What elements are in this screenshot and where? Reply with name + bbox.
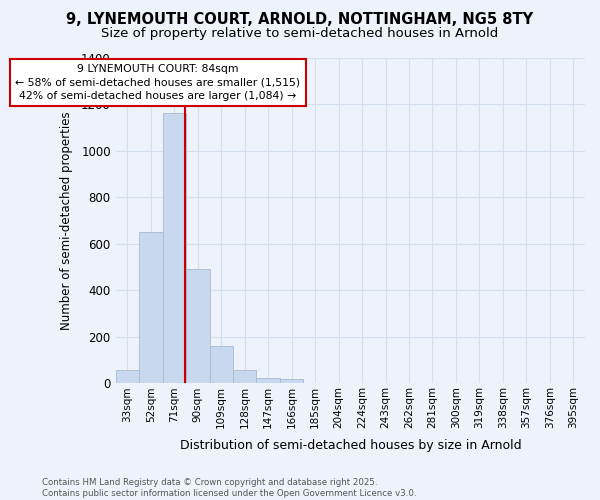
Bar (186, 270, 209, 384)
Y-axis label: Number of semi-detached properties: Number of semi-detached properties (60, 111, 73, 330)
Bar (163, 114, 186, 384)
Bar (233, 370, 256, 384)
Bar (256, 378, 280, 384)
Bar (280, 379, 304, 384)
Text: Size of property relative to semi-detached houses in Arnold: Size of property relative to semi-detach… (101, 28, 499, 40)
Bar (139, 232, 163, 384)
Bar (209, 346, 233, 384)
Text: Contains HM Land Registry data © Crown copyright and database right 2025.
Contai: Contains HM Land Registry data © Crown c… (42, 478, 416, 498)
Bar (116, 370, 139, 384)
X-axis label: Distribution of semi-detached houses by size in Arnold: Distribution of semi-detached houses by … (179, 440, 521, 452)
Text: 9, LYNEMOUTH COURT, ARNOLD, NOTTINGHAM, NG5 8TY: 9, LYNEMOUTH COURT, ARNOLD, NOTTINGHAM, … (67, 12, 533, 28)
Text: 9 LYNEMOUTH COURT: 84sqm
← 58% of semi-detached houses are smaller (1,515)
42% o: 9 LYNEMOUTH COURT: 84sqm ← 58% of semi-d… (16, 64, 301, 101)
